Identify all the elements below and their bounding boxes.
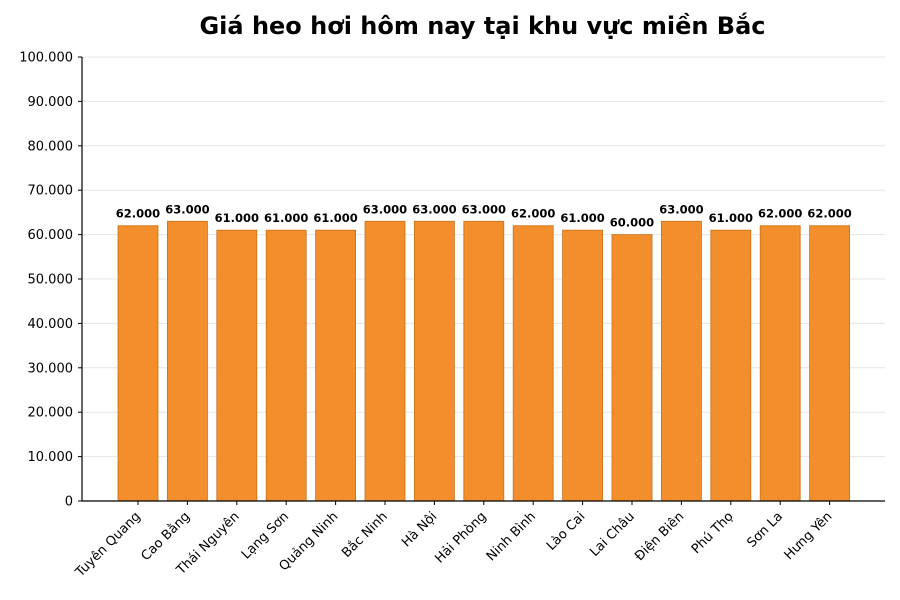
bar-value-label: 61.000: [560, 211, 604, 225]
bar: [463, 220, 505, 502]
x-tick-label: Tuyên Quang: [72, 509, 144, 581]
bar-value-label: 61.000: [264, 211, 308, 225]
x-tick-label: Sơn La: [744, 509, 786, 551]
y-tick-label: 40.000: [28, 317, 74, 332]
bar-value-label: 62.000: [511, 207, 555, 221]
bar: [216, 229, 258, 502]
bar-value-label: 62.000: [758, 207, 802, 221]
x-tick-label: Điện Biên: [632, 509, 687, 564]
bar-value-label: 60.000: [610, 216, 654, 230]
y-tick-label: 10.000: [28, 450, 74, 465]
x-tick-label: Hưng Yên: [782, 509, 836, 563]
bar-value-label: 63.000: [462, 202, 506, 216]
x-tick-label: Hà Nội: [399, 509, 440, 550]
bar: [611, 234, 653, 502]
x-tick-label: Lai Châu: [587, 509, 638, 560]
bar: [364, 220, 406, 502]
y-tick-label: 100.000: [19, 51, 73, 66]
x-tick-label: Lạng Sơn: [239, 509, 292, 562]
y-tick-label: 0: [65, 495, 73, 510]
bar-value-label: 63.000: [659, 202, 703, 216]
bar: [265, 229, 307, 502]
bar: [710, 229, 752, 502]
bar-value-label: 62.000: [807, 207, 851, 221]
bar-value-label: 61.000: [215, 211, 259, 225]
bar: [166, 220, 208, 502]
chart-title: Giá heo hơi hôm nay tại khu vực miền Bắc: [199, 12, 766, 40]
bar: [562, 229, 603, 502]
bar: [117, 225, 159, 502]
bar-value-label: 61.000: [313, 211, 357, 225]
bar: [413, 220, 455, 502]
x-tick-label: Lào Cai: [544, 509, 589, 554]
bar: [512, 225, 554, 502]
x-tick-label: Phú Thọ: [689, 509, 737, 557]
bar-value-label: 62.000: [116, 207, 160, 221]
x-tick-label: Ninh Bình: [484, 509, 539, 564]
bar-value-label: 63.000: [363, 202, 407, 216]
bar-value-label: 63.000: [412, 202, 456, 216]
y-tick-label: 60.000: [28, 228, 74, 243]
y-tick-label: 80.000: [28, 139, 74, 154]
y-tick-label: 70.000: [28, 184, 74, 199]
bar: [315, 229, 357, 502]
y-tick-label: 90.000: [28, 95, 74, 110]
bar: [809, 225, 850, 502]
bar: [759, 225, 801, 502]
x-tick-label: Hải Phòng: [432, 509, 489, 566]
y-tick-label: 20.000: [28, 406, 74, 421]
x-tick-label: Bắc Ninh: [339, 509, 391, 561]
y-tick-label: 50.000: [28, 273, 74, 288]
bar: [661, 220, 702, 502]
bar-value-label: 63.000: [165, 202, 209, 216]
bar-value-label: 61.000: [709, 211, 753, 225]
y-tick-label: 30.000: [28, 361, 74, 376]
